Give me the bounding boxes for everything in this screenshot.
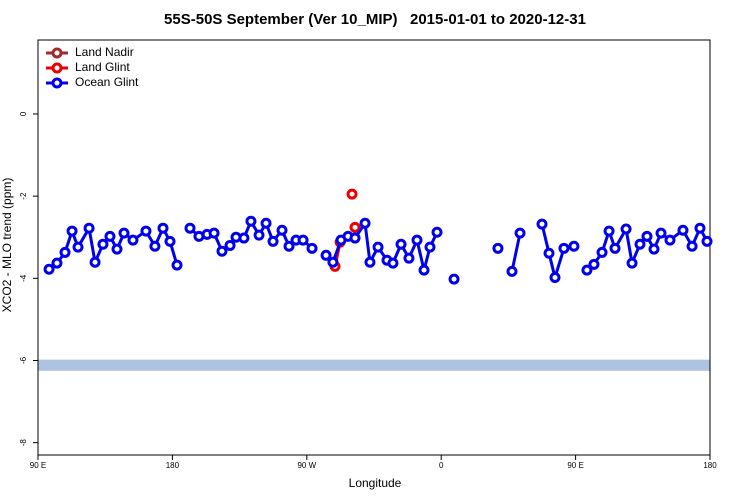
series-point (327, 256, 339, 268)
legend-marker (51, 77, 63, 89)
y-tick-label: -2 (19, 192, 28, 200)
series-point (364, 256, 376, 268)
chart-title: 55S-50S September (Ver 10_MIP) 2015-01-0… (164, 11, 586, 28)
series-point (648, 243, 660, 255)
x-tick-label: 90 W (297, 461, 316, 470)
series-point (492, 242, 504, 254)
series-point (238, 232, 250, 244)
x-tick-label: 180 (166, 461, 180, 470)
series-point (297, 234, 309, 246)
y-tick-label: -4 (19, 274, 28, 282)
series-point (171, 259, 183, 271)
series-point (104, 230, 116, 242)
series-point (157, 222, 169, 234)
series-point (51, 257, 63, 269)
series-point (118, 227, 130, 239)
series-point (558, 242, 570, 254)
legend-marker (51, 62, 63, 74)
series-point (97, 238, 109, 250)
series-point (655, 227, 667, 239)
series-point (395, 238, 407, 250)
y-tick-label: -8 (19, 439, 28, 447)
series-point (283, 240, 295, 252)
series-point (184, 222, 196, 234)
series-point (626, 257, 638, 269)
series-point (149, 240, 161, 252)
x-tick-label: 180 (703, 461, 717, 470)
series-point (72, 241, 84, 253)
series-point (418, 264, 430, 276)
series-point (43, 263, 55, 275)
series-point (245, 215, 257, 227)
series-point (253, 229, 265, 241)
legend-label: Land Nadir (75, 45, 134, 59)
series-point (372, 241, 384, 253)
series-point (387, 257, 399, 269)
series-point (306, 242, 318, 254)
series-point (276, 224, 288, 236)
series-point (549, 271, 561, 283)
series-point (701, 235, 713, 247)
series-point (208, 227, 220, 239)
series-point (111, 243, 123, 255)
series-point (581, 264, 593, 276)
legend-marker (51, 47, 63, 59)
series-point (543, 247, 555, 259)
series-point (164, 235, 176, 247)
series-point (431, 226, 443, 238)
y-axis-label: XCO2 - MLO trend (ppm) (0, 178, 14, 313)
series-point (267, 235, 279, 247)
series-point (603, 225, 615, 237)
series-point (140, 225, 152, 237)
series-point (349, 221, 361, 233)
series-point (634, 238, 646, 250)
legend-label: Ocean Glint (75, 75, 139, 89)
series-line (510, 232, 522, 272)
series-point (424, 241, 436, 253)
y-tick-label: 0 (19, 111, 28, 116)
series-point (411, 234, 423, 246)
series-point (349, 232, 361, 244)
series-point (641, 230, 653, 242)
series-point (506, 265, 518, 277)
y-tick-label: -6 (19, 356, 28, 364)
legend-label: Land Glint (75, 60, 130, 74)
series-point (66, 225, 78, 237)
series-point (677, 224, 689, 236)
series-point (609, 242, 621, 254)
series-point (320, 249, 332, 261)
series-point (694, 222, 706, 234)
series-point (127, 234, 139, 246)
series-point (346, 188, 358, 200)
series-point (359, 217, 371, 229)
series-point (568, 240, 580, 252)
series-point (596, 246, 608, 258)
series-point (216, 245, 228, 257)
series-point (514, 227, 526, 239)
x-axis-label: Longitude (349, 476, 402, 490)
series-point (588, 258, 600, 270)
x-tick-label: 90 E (567, 461, 583, 470)
series-point (536, 218, 548, 230)
series-point (224, 239, 236, 251)
series-point (448, 273, 460, 285)
series-point (89, 256, 101, 268)
series-point (664, 234, 676, 246)
reference-band (38, 359, 710, 371)
plot-frame (37, 39, 711, 456)
x-tick-label: 90 E (30, 461, 46, 470)
x-tick-label: 0 (439, 461, 444, 470)
series-point (83, 222, 95, 234)
series-point (620, 223, 632, 235)
series-point (59, 246, 71, 258)
series-point (686, 240, 698, 252)
series-point (260, 217, 272, 229)
series-point (403, 252, 415, 264)
